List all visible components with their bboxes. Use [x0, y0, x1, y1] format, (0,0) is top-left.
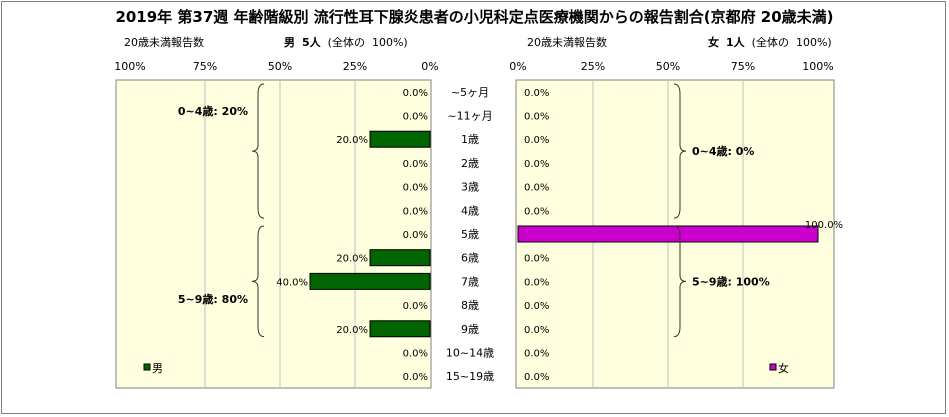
age-category-label: 7歳	[461, 275, 479, 288]
male-x-tick-label: 75%	[193, 60, 217, 73]
male-data-label: 0.0%	[403, 301, 428, 312]
age-category-label: 6歳	[461, 252, 479, 265]
age-category-label: 10~14歳	[446, 346, 494, 359]
chart-title: 2019年 第37週 年齢階級別 流行性耳下腺炎患者の小児科定点医療機関からの報…	[115, 8, 834, 26]
male-total-label: (全体の	[327, 36, 365, 49]
male-data-label: 0.0%	[403, 206, 428, 217]
female-total-label: (全体の	[751, 36, 789, 49]
male-x-tick-label: 50%	[268, 60, 292, 73]
female-data-label: 0.0%	[524, 277, 549, 288]
female-x-tick-label: 50%	[656, 60, 680, 73]
male-group-label: 0~4歳: 20%	[178, 104, 248, 118]
age-category-label: 8歳	[461, 299, 479, 312]
female-legend-label: 女	[778, 361, 789, 375]
male-plot-area	[115, 79, 432, 389]
male-data-label: 0.0%	[403, 159, 428, 170]
male-legend-label: 男	[152, 362, 163, 375]
female-x-tick-label: 75%	[731, 60, 755, 73]
female-data-label: 0.0%	[524, 88, 549, 99]
male-data-label: 0.0%	[403, 230, 428, 241]
male-x-tick-label: 0%	[421, 60, 438, 73]
male-count: 5人	[302, 36, 321, 49]
female-data-label: 0.0%	[524, 135, 549, 146]
female-group-label: 0~4歳: 0%	[692, 144, 754, 158]
male-summary: 男 5人 (全体の 100%)	[284, 34, 408, 50]
male-data-label: 0.0%	[403, 348, 428, 359]
female-x-tick-label: 100%	[802, 60, 833, 73]
female-data-label: 0.0%	[524, 206, 549, 217]
age-category-label: 5歳	[461, 228, 479, 241]
male-data-label: 20.0%	[336, 135, 368, 146]
age-category-label: 3歳	[461, 181, 479, 194]
age-category-label: 1歳	[461, 133, 479, 146]
female-data-label: 0.0%	[524, 159, 549, 170]
female-count: 1人	[726, 36, 745, 49]
female-report-label: 20歳未満報告数	[527, 36, 607, 49]
age-category-label: 2歳	[461, 157, 479, 170]
male-sex-label: 男	[284, 36, 295, 49]
age-category-label: 4歳	[461, 204, 479, 217]
female-x-tick-label: 25%	[581, 60, 605, 73]
female-bar	[517, 225, 819, 243]
male-data-label: 0.0%	[403, 88, 428, 99]
female-group-brace	[673, 83, 687, 219]
age-category-label: 15~19歳	[446, 370, 494, 383]
male-group-brace	[251, 83, 265, 219]
female-legend-swatch	[769, 363, 777, 371]
male-data-label: 40.0%	[276, 277, 308, 288]
male-data-label: 0.0%	[403, 183, 428, 194]
male-x-tick-label: 25%	[343, 60, 367, 73]
male-data-label: 20.0%	[336, 325, 368, 336]
male-bar	[369, 130, 431, 148]
female-total-pct: 100%)	[795, 36, 832, 49]
female-data-label: 0.0%	[524, 183, 549, 194]
male-bar	[309, 272, 431, 290]
female-data-label: 0.0%	[524, 325, 549, 336]
female-data-label: 0.0%	[524, 348, 549, 359]
male-bar	[369, 320, 431, 338]
male-data-label: 0.0%	[403, 372, 428, 383]
female-data-label: 100.0%	[805, 220, 843, 231]
female-group-brace	[673, 225, 687, 338]
female-x-tick-label: 0%	[509, 60, 526, 73]
age-category-label: 9歳	[461, 323, 479, 336]
male-x-tick-label: 100%	[114, 60, 145, 73]
male-bar	[369, 249, 431, 267]
female-data-label: 0.0%	[524, 112, 549, 123]
female-summary: 女 1人 (全体の 100%)	[708, 34, 832, 50]
male-data-label: 0.0%	[403, 112, 428, 123]
male-report-label: 20歳未満報告数	[124, 36, 204, 49]
male-data-label: 20.0%	[336, 254, 368, 265]
female-data-label: 0.0%	[524, 254, 549, 265]
male-total-pct: 100%)	[371, 36, 408, 49]
male-group-label: 5~9歳: 80%	[178, 292, 248, 306]
female-data-label: 0.0%	[524, 301, 549, 312]
female-group-label: 5~9歳: 100%	[692, 274, 770, 288]
male-group-brace	[251, 225, 265, 338]
female-sex-label: 女	[708, 36, 719, 49]
female-data-label: 0.0%	[524, 372, 549, 383]
male-legend-swatch	[143, 363, 151, 371]
age-category-label: ~5ヶ月	[451, 86, 489, 99]
age-category-label: ~11ヶ月	[447, 110, 492, 123]
